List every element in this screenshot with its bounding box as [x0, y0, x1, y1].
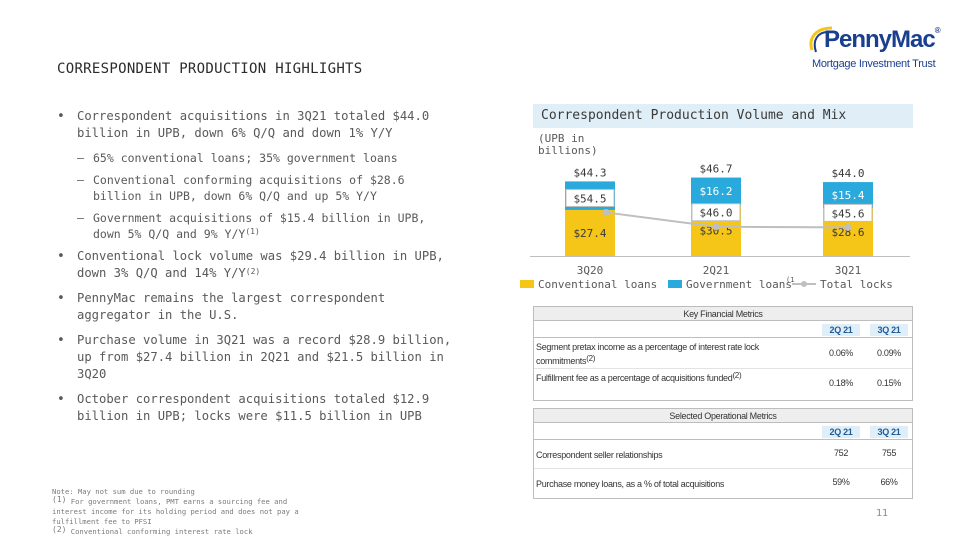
- total-locks-label: $54.5: [573, 192, 606, 205]
- legend-label-conventional: Conventional loans: [538, 278, 657, 291]
- row-label: Fulfillment fee as a percentage of acqui…: [536, 371, 742, 383]
- legend-label-total-locks: Total locks: [820, 278, 893, 291]
- table-column-header: 2Q 21 3Q 21: [534, 423, 912, 440]
- page-number: 11: [876, 508, 889, 519]
- x-tick-label: 3Q20: [577, 264, 604, 277]
- pennymac-logo: PennyMac® Mortgage Investment Trust: [806, 24, 946, 72]
- highlights-list: Correspondent acquisitions in 3Q21 total…: [57, 108, 457, 433]
- sub-bullet-mix: 65% conventional loans; 35% government l…: [57, 150, 457, 166]
- key-financial-metrics-table: Key Financial Metrics 2Q 21 3Q 21 Segmen…: [533, 306, 913, 401]
- sub-bullet-conventional: Conventional conforming acquisitions of …: [57, 172, 457, 204]
- row-label: Segment pretax income as a percentage of…: [536, 342, 759, 366]
- data-label-total: $46.7: [699, 163, 732, 176]
- table-column-header: 2Q 21 3Q 21: [534, 321, 912, 338]
- logo-subtitle: Mortgage Investment Trust: [812, 58, 936, 70]
- value-cell: 752: [833, 448, 849, 458]
- table-row: Purchase money loans, as a % of total ac…: [534, 469, 912, 498]
- bar-government: [823, 182, 873, 208]
- legend-swatch-conventional: [520, 280, 534, 288]
- total-locks-point: [712, 223, 720, 231]
- value-cell: 0.15%: [876, 378, 902, 388]
- chart-title: Correspondent Production Volume and Mix: [541, 108, 847, 123]
- legend-marker-total-locks: [801, 281, 807, 287]
- value-cell: 0.09%: [876, 348, 902, 358]
- production-volume-chart: (UPB inbillions)$27.4$17.0$44.33Q20$30.5…: [520, 132, 910, 291]
- data-label-total: $44.0: [831, 167, 864, 180]
- column-header: 2Q 21: [822, 426, 860, 438]
- data-label-total: $44.3: [573, 166, 606, 179]
- page-title: CORRESPONDENT PRODUCTION HIGHLIGHTS: [57, 61, 363, 77]
- total-locks-label: $46.0: [699, 207, 732, 220]
- column-header: 3Q 21: [870, 324, 908, 336]
- table-row: Correspondent seller relationships 752 7…: [534, 440, 912, 469]
- total-locks-label-box: [823, 203, 873, 222]
- data-label-government: $16.2: [699, 185, 732, 198]
- value-cell: 755: [881, 448, 897, 458]
- row-label: Purchase money loans, as a % of total ac…: [536, 479, 725, 489]
- table-row: Segment pretax income as a percentage of…: [534, 338, 912, 369]
- operational-metrics-table: Selected Operational Metrics 2Q 21 3Q 21…: [533, 408, 913, 499]
- data-label-conventional: $27.4: [573, 227, 606, 240]
- bar-government: [691, 177, 741, 205]
- unit-label: (UPB in billions): [538, 132, 598, 157]
- data-label-conventional: $28.6: [831, 226, 864, 239]
- bullet-acquisitions: Correspondent acquisitions in 3Q21 total…: [57, 108, 457, 142]
- legend-footnote-ref: (1: [786, 276, 794, 284]
- footnote-1: (1) For government loans, PMT earns a so…: [52, 495, 299, 526]
- value-cell: 66%: [880, 477, 898, 487]
- legend-label-government: Government loans: [686, 278, 792, 291]
- value-cell: 0.06%: [828, 348, 854, 358]
- value-cell: 59%: [832, 477, 850, 487]
- bullet-october: October correspondent acquisitions total…: [57, 391, 457, 425]
- table-title: Selected Operational Metrics: [534, 409, 912, 423]
- total-locks-point: [602, 208, 610, 216]
- data-label-government: $15.4: [831, 189, 864, 202]
- value-cell: 0.18%: [828, 378, 854, 388]
- logo-wordmark: PennyMac®: [824, 26, 941, 53]
- table-title: Key Financial Metrics: [534, 307, 912, 321]
- chart-header: Correspondent Production Volume and Mix: [533, 104, 913, 128]
- total-locks-label: $45.6: [831, 207, 864, 220]
- legend-swatch-government: [668, 280, 682, 288]
- bullet-lock-volume: Conventional lock volume was $29.4 billi…: [57, 248, 457, 282]
- footnote-ref: (1): [245, 227, 260, 236]
- total-locks-label-box: [691, 203, 741, 222]
- table-row: Fulfillment fee as a percentage of acqui…: [534, 369, 912, 400]
- column-header: 3Q 21: [870, 426, 908, 438]
- footnote-intro: Note: May not sum due to rounding: [52, 487, 195, 496]
- footnote-ref: (2): [245, 267, 261, 276]
- footnotes: Note: May not sum due to rounding (1) Fo…: [52, 487, 322, 537]
- total-locks-point: [844, 223, 852, 231]
- bullet-aggregator: PennyMac remains the largest corresponde…: [57, 290, 457, 324]
- sub-bullet-government: Government acquisitions of $15.4 billion…: [57, 210, 457, 242]
- bar-conventional: [565, 209, 615, 256]
- footnote-2: (2) Conventional conforming interest rat…: [52, 525, 253, 536]
- x-tick-label: 2Q21: [703, 264, 730, 277]
- logo-swoosh-icon: [809, 26, 833, 53]
- column-header: 2Q 21: [822, 324, 860, 336]
- row-label: Correspondent seller relationships: [536, 450, 663, 460]
- x-tick-label: 3Q21: [835, 264, 862, 277]
- total-locks-label-box: [565, 188, 615, 207]
- bullet-purchase-volume: Purchase volume in 3Q21 was a record $28…: [57, 332, 457, 383]
